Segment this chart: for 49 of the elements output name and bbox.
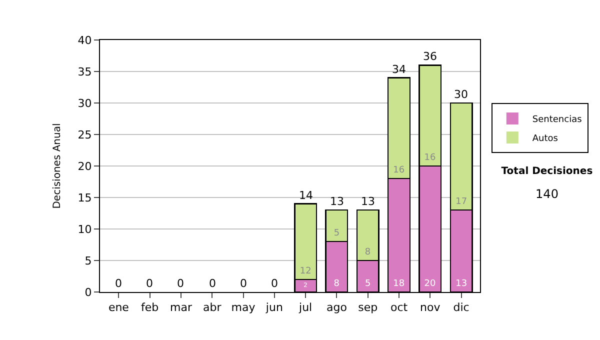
x-tick-label: abr: [203, 301, 222, 314]
x-tick-label: feb: [141, 301, 159, 314]
text: Total Decisiones: [501, 166, 593, 177]
data-label: 20: [424, 279, 436, 289]
total-label: 0: [271, 277, 278, 290]
y-tick-label: 10: [78, 222, 92, 236]
total-label: 0: [209, 277, 216, 290]
x-tick-label: oct: [390, 301, 408, 314]
data-label: 5: [334, 228, 340, 239]
total-label: 0: [177, 277, 184, 290]
x-tick-label: dic: [453, 301, 470, 314]
x-tick-label: ene: [108, 301, 130, 314]
legend-label: Sentencias: [532, 115, 582, 126]
x-tick-label: jul: [298, 301, 312, 314]
y-tick-label: 30: [78, 96, 92, 110]
data-label: 17: [456, 197, 468, 208]
y-tick-label: 0: [84, 286, 92, 299]
legend-label: Autos: [532, 134, 558, 144]
total-label: 13: [330, 195, 344, 208]
total-label: 0: [240, 277, 247, 290]
x-tick-label: may: [231, 301, 256, 314]
y-axis-title: Decisiones Anual: [52, 123, 63, 209]
text: 140: [536, 187, 558, 201]
x-tick-label: nov: [420, 301, 441, 314]
data-label: 5: [365, 279, 371, 289]
total-label: 14: [299, 189, 313, 202]
data-label: 8: [364, 248, 371, 258]
data-label: 12: [300, 266, 312, 276]
total-label: 34: [392, 63, 406, 76]
y-tick-label: 35: [78, 65, 92, 78]
y-tick-label: 25: [78, 128, 92, 142]
total-label: 0: [146, 277, 153, 290]
total-label: 36: [423, 50, 437, 63]
x-tick-label: jun: [264, 301, 283, 314]
y-tick-label: 15: [78, 191, 92, 204]
total-label: 13: [361, 195, 375, 208]
total-label: 0: [115, 277, 122, 290]
y-tick-label: 20: [78, 160, 92, 173]
data-label: 8: [334, 279, 340, 289]
x-tick-label: sep: [358, 301, 378, 314]
y-tick-label: 5: [84, 254, 92, 268]
y-tick-label: 40: [78, 34, 92, 47]
data-label: 13: [456, 279, 468, 289]
total-label: 30: [454, 88, 468, 101]
x-tick-label: ago: [326, 301, 348, 314]
x-tick-label: mar: [170, 301, 192, 314]
data-label: 18: [393, 279, 405, 289]
data-label: 16: [424, 153, 436, 163]
data-label: 16: [393, 166, 405, 176]
